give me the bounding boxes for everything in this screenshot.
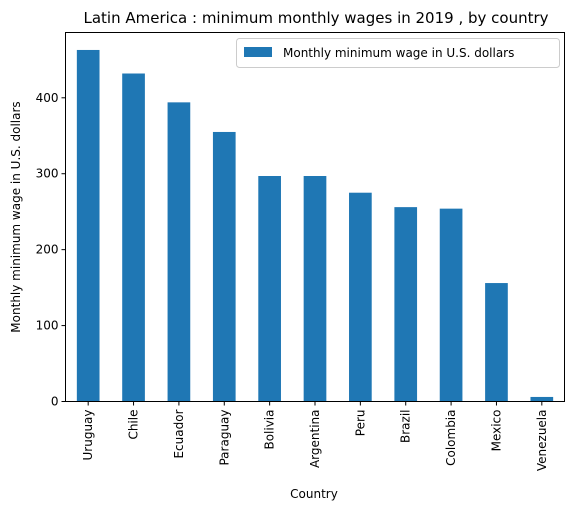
plot-frame — [65, 32, 565, 402]
legend: Monthly minimum wage in U.S. dollars — [236, 38, 560, 68]
x-tick-label: Venezuela — [535, 410, 549, 472]
bar-uruguay — [76, 49, 100, 402]
x-axis-label: Country — [290, 487, 338, 501]
x-tick-label: Mexico — [489, 410, 503, 452]
legend-label: Monthly minimum wage in U.S. dollars — [283, 46, 514, 60]
chart-title: Latin America : minimum monthly wages in… — [83, 9, 548, 27]
bar-brazil — [394, 207, 418, 402]
bar-bolivia — [258, 176, 281, 402]
bar-chile — [122, 73, 145, 402]
bar-ecuador — [167, 102, 191, 402]
bar-colombia — [439, 208, 463, 402]
y-tick-label: 200 — [36, 243, 59, 257]
y-tick-label: 300 — [36, 167, 59, 181]
y-tick-label: 0 — [51, 395, 59, 409]
x-tick-label: Paraguay — [217, 410, 231, 466]
bar-argentina — [303, 176, 327, 402]
legend-frame — [236, 38, 560, 68]
bars-group — [76, 49, 554, 402]
x-tick-label: Chile — [127, 410, 141, 440]
x-tick-label: Brazil — [399, 410, 413, 444]
x-axis-ticks: Uruguay Chile Ecuador Paraguay Bolivia Argent… — [81, 401, 549, 472]
legend-swatch — [244, 47, 272, 57]
bar-peru — [349, 192, 372, 402]
x-tick-label: Peru — [353, 410, 367, 437]
bar-paraguay — [212, 131, 236, 402]
x-tick-label: Uruguay — [81, 410, 95, 461]
y-axis-ticks: 0 100 200 300 400 — [36, 91, 66, 409]
x-tick-label: Colombia — [444, 410, 458, 466]
x-tick-label: Ecuador — [172, 409, 186, 458]
x-tick-label: Bolivia — [263, 410, 277, 450]
y-axis-label: Monthly minimum wage in U.S. dollars — [9, 101, 23, 332]
y-tick-label: 100 — [36, 319, 59, 333]
x-tick-label: Argentina — [308, 410, 322, 469]
y-tick-label: 400 — [36, 91, 59, 105]
bar-venezuela — [530, 396, 554, 402]
bar-mexico — [485, 283, 508, 402]
